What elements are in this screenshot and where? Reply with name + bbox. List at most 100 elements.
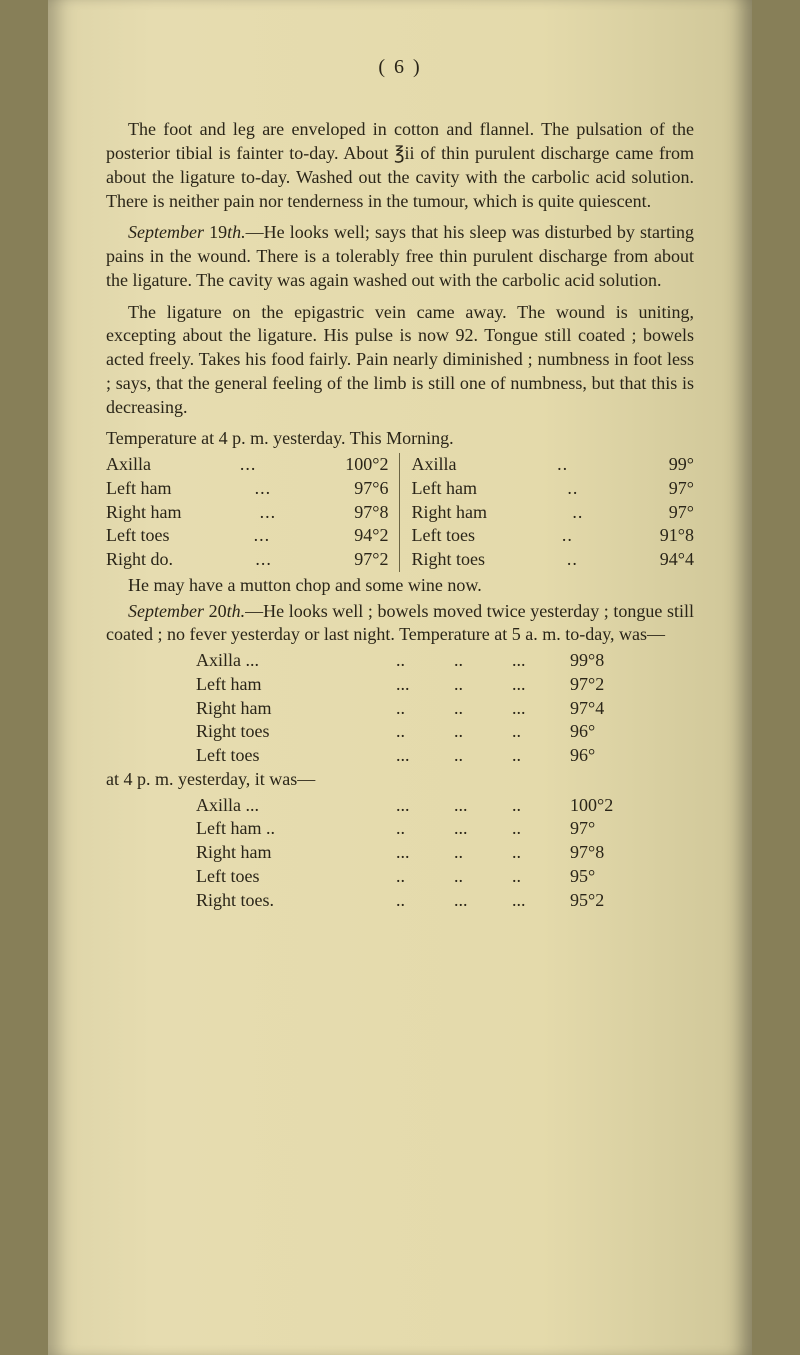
row-dots: .. [396, 720, 454, 744]
row-dots: .. [396, 865, 454, 889]
row-dots: ... [512, 649, 570, 673]
row-dots: ... [234, 453, 263, 477]
row-dots: .. [512, 720, 570, 744]
temperature-row: Left ham .........97° [196, 817, 694, 841]
temperature-row: Left ham...97°6 [106, 477, 389, 501]
temperature-col-morning: Axilla..99°Left ham..97°Right ham..97°Le… [412, 453, 695, 572]
temperature-row: Right ham... 97°8 [106, 501, 389, 525]
row-label: Left toes [106, 524, 169, 548]
two-column-temperature-table: Axilla... 100°2Left ham...97°6Right ham..… [106, 453, 694, 572]
row-dots: ... [454, 817, 512, 841]
temperature-row: Left ham........97°2 [196, 673, 694, 697]
row-value: 100°2 [570, 794, 650, 818]
row-dots: .. [396, 649, 454, 673]
row-dots: ... [254, 501, 283, 525]
row-dots: .. [454, 720, 512, 744]
row-value: 99°8 [570, 649, 650, 673]
row-dots: ... [396, 673, 454, 697]
temperature-row: Right ham.......97°8 [196, 841, 694, 865]
temperature-row: Right toes.........95°2 [196, 889, 694, 913]
paragraph-1: The foot and leg are enveloped in cotton… [106, 118, 694, 213]
mid-line-4pm: at 4 p. m. yesterday, it was— [106, 768, 694, 792]
row-dots: ... [396, 744, 454, 768]
paragraph-3: The ligature on the epigastric vein came… [106, 301, 694, 420]
row-value: 97° [669, 501, 694, 525]
temperature-row: Left toes...94°2 [106, 524, 389, 548]
row-dots: ... [248, 524, 277, 548]
row-value: 100°2 [345, 453, 388, 477]
row-dots: ... [249, 477, 278, 501]
row-dots: .. [396, 817, 454, 841]
row-dots: .. [454, 744, 512, 768]
row-value: 96° [570, 744, 650, 768]
temperature-heading: Temperature at 4 p. m. yesterday. This M… [106, 427, 694, 451]
paragraph-5: September 20th.—He looks well ; bowels m… [106, 600, 694, 648]
row-label: Axilla ... [196, 649, 396, 673]
temperature-row: Left toes.......96° [196, 744, 694, 768]
temperature-row: Axilla.. 99° [412, 453, 695, 477]
row-value: 91°8 [660, 524, 694, 548]
paragraph-2: September 19th.—He looks well; says that… [106, 221, 694, 292]
temperature-row: Axilla ...........100°2 [196, 794, 694, 818]
row-value: 99° [669, 453, 694, 477]
row-dots: ... [396, 841, 454, 865]
temperature-row: Right toes.. 94°4 [412, 548, 695, 572]
row-dots: .. [396, 889, 454, 913]
date-sept19-th: th. [227, 222, 246, 242]
temperature-row: Axilla ..........99°8 [196, 649, 694, 673]
scanned-page: ( 6 ) The foot and leg are enveloped in … [48, 0, 752, 1355]
temperature-row: Left toes......95° [196, 865, 694, 889]
page-number: ( 6 ) [106, 54, 694, 80]
temperature-row: Right do.... 97°2 [106, 548, 389, 572]
row-dots: ... [249, 548, 278, 572]
row-label: Left ham .. [196, 817, 396, 841]
temperature-row: Axilla...100°2 [106, 453, 389, 477]
row-dots: .. [454, 841, 512, 865]
paragraph-4: He may have a mutton chop and some wine … [106, 574, 694, 598]
row-label: Right do. [106, 548, 173, 572]
row-dots: .. [561, 548, 584, 572]
temperature-row: Right ham.......97°4 [196, 697, 694, 721]
row-dots: ... [512, 697, 570, 721]
row-dots: .. [512, 865, 570, 889]
row-dots: .. [566, 501, 589, 525]
row-dots: ... [454, 889, 512, 913]
row-label: Right ham [196, 697, 396, 721]
date-sept19-num: 19 [204, 222, 227, 242]
row-label: Left ham [196, 673, 396, 697]
temperature-row: Left toes.. 91°8 [412, 524, 695, 548]
row-dots: .. [454, 865, 512, 889]
row-dots: .. [512, 794, 570, 818]
temperature-list-5am: Axilla ..........99°8Left ham........97°… [196, 649, 694, 768]
date-sept20-th: th. [227, 601, 246, 621]
row-value: 96° [570, 720, 650, 744]
row-dots: .. [454, 673, 512, 697]
row-label: Left toes [196, 744, 396, 768]
temperature-row: Left ham..97° [412, 477, 695, 501]
row-dots: .. [396, 697, 454, 721]
row-dots: ... [396, 794, 454, 818]
row-label: Axilla [412, 453, 457, 477]
row-value: 94°4 [660, 548, 694, 572]
row-label: Right ham [106, 501, 182, 525]
temperature-row: Right toes......96° [196, 720, 694, 744]
row-dots: .. [512, 744, 570, 768]
row-label: Axilla ... [196, 794, 396, 818]
row-label: Right toes. [196, 889, 396, 913]
row-label: Right toes [412, 548, 486, 572]
date-sept19-italic: September [128, 222, 204, 242]
row-value: 95° [570, 865, 650, 889]
row-value: 97°2 [570, 673, 650, 697]
row-value: 97°2 [354, 548, 388, 572]
row-label: Right ham [196, 841, 396, 865]
row-dots: .. [551, 453, 574, 477]
row-dots: .. [512, 841, 570, 865]
row-dots: ... [512, 673, 570, 697]
row-label: Left toes [412, 524, 475, 548]
temperature-row: Right ham..97° [412, 501, 695, 525]
row-dots: .. [556, 524, 579, 548]
temperature-list-4pm: Axilla ...........100°2Left ham ........… [196, 794, 694, 913]
date-sept20-italic: September [128, 601, 204, 621]
row-value: 97°8 [354, 501, 388, 525]
row-value: 97° [669, 477, 694, 501]
